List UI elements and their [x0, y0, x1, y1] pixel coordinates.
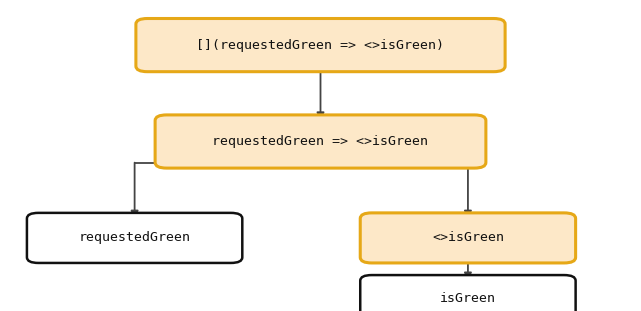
Text: requestedGreen: requestedGreen — [79, 231, 190, 244]
FancyBboxPatch shape — [155, 115, 486, 168]
FancyBboxPatch shape — [136, 19, 505, 72]
FancyBboxPatch shape — [27, 213, 242, 263]
FancyBboxPatch shape — [360, 213, 576, 263]
Text: isGreen: isGreen — [440, 292, 496, 305]
Text: [](requestedGreen => <>isGreen): [](requestedGreen => <>isGreen) — [197, 39, 444, 52]
FancyBboxPatch shape — [360, 275, 576, 311]
Text: <>isGreen: <>isGreen — [432, 231, 504, 244]
Text: requestedGreen => <>isGreen: requestedGreen => <>isGreen — [213, 135, 428, 148]
